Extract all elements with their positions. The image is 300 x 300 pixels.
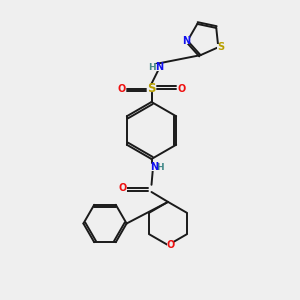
Text: N: N — [150, 162, 158, 172]
FancyBboxPatch shape — [217, 44, 224, 50]
Text: O: O — [177, 83, 186, 94]
Text: S: S — [217, 42, 224, 52]
FancyBboxPatch shape — [182, 38, 190, 44]
FancyBboxPatch shape — [150, 64, 162, 71]
FancyBboxPatch shape — [147, 85, 156, 92]
Text: N: N — [182, 36, 190, 46]
FancyBboxPatch shape — [149, 164, 161, 171]
FancyBboxPatch shape — [167, 242, 174, 248]
FancyBboxPatch shape — [118, 85, 125, 92]
Text: O: O — [117, 83, 126, 94]
FancyBboxPatch shape — [178, 85, 185, 92]
Text: S: S — [147, 82, 156, 95]
Text: O: O — [119, 183, 127, 194]
FancyBboxPatch shape — [119, 185, 127, 192]
Text: H: H — [156, 163, 164, 172]
Text: O: O — [166, 240, 175, 250]
Text: N: N — [155, 62, 164, 73]
Text: H: H — [148, 63, 156, 72]
